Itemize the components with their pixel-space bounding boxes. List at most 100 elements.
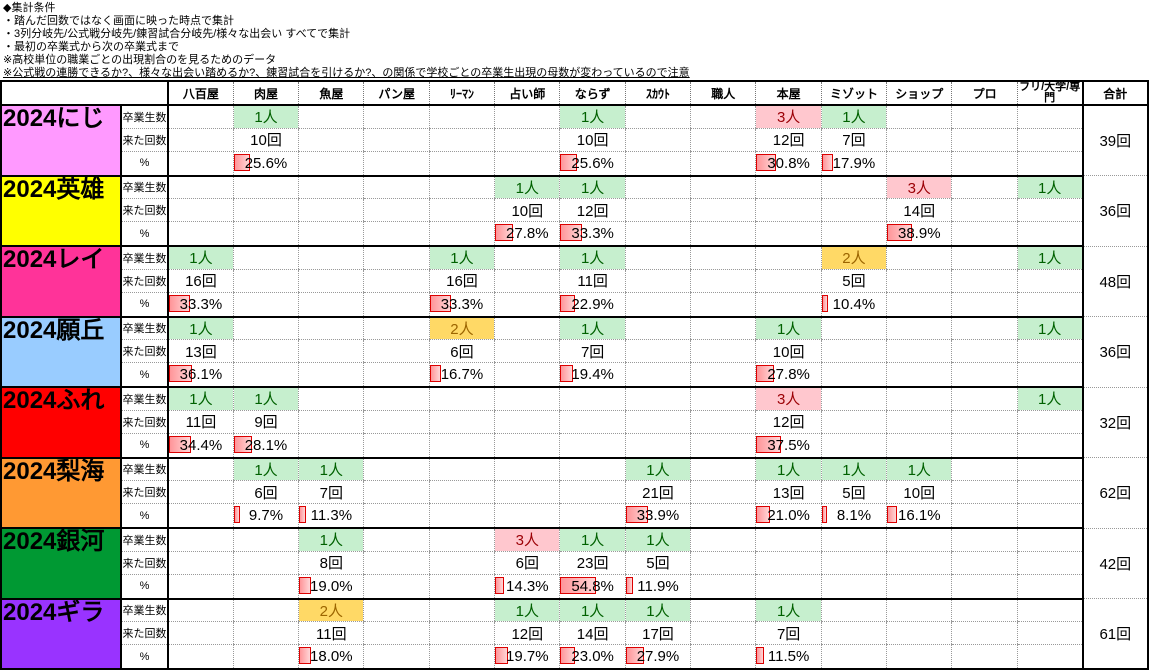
cell-graduates-g3-c3[interactable] <box>363 316 430 340</box>
cell-visits-g6-c4[interactable] <box>428 551 495 575</box>
cell-percent-g1-c5[interactable]: 27.8% <box>494 221 560 247</box>
cell-percent-g3-c6[interactable]: 19.4% <box>559 362 626 388</box>
cell-percent-g1-c1[interactable] <box>232 221 299 247</box>
cell-visits-g2-c10[interactable]: 5回 <box>820 269 887 293</box>
cell-graduates-g2-c4[interactable]: 1人 <box>428 246 495 270</box>
cell-visits-g5-c4[interactable] <box>428 480 495 504</box>
cell-visits-g6-c1[interactable] <box>232 551 299 575</box>
cell-percent-g7-c12[interactable] <box>951 644 1018 670</box>
row-label-graduates[interactable]: 卒業生数 <box>120 316 169 340</box>
cell-percent-g5-c7[interactable]: 33.9% <box>624 503 691 529</box>
cell-graduates-g0-c11[interactable] <box>886 105 952 129</box>
cell-percent-g0-c3[interactable] <box>363 151 430 177</box>
cell-percent-g6-c3[interactable] <box>363 574 430 600</box>
cell-percent-g7-c0[interactable] <box>167 644 234 670</box>
cell-graduates-g7-c12[interactable] <box>951 598 1018 622</box>
cell-visits-g3-c1[interactable] <box>232 339 299 363</box>
cell-graduates-g3-c10[interactable] <box>820 316 887 340</box>
cell-graduates-g6-c11[interactable] <box>886 528 952 552</box>
cell-visits-g7-c2[interactable]: 11回 <box>298 621 364 645</box>
cell-graduates-g7-c13[interactable] <box>1016 598 1083 622</box>
column-header-job-10[interactable]: ミゾット <box>820 81 887 106</box>
cell-visits-g2-c11[interactable] <box>886 269 952 293</box>
cell-graduates-g7-c3[interactable] <box>363 598 430 622</box>
cell-graduates-g3-c5[interactable] <box>494 316 560 340</box>
cell-visits-g0-c3[interactable] <box>363 128 430 152</box>
cell-percent-g4-c8[interactable] <box>690 433 756 459</box>
cell-graduates-g3-c11[interactable] <box>886 316 952 340</box>
cell-graduates-g4-c5[interactable] <box>494 387 560 411</box>
row-label-percent[interactable]: % <box>120 292 169 318</box>
cell-percent-g3-c1[interactable] <box>232 362 299 388</box>
row-label-percent[interactable]: % <box>120 503 169 529</box>
cell-graduates-g4-c0[interactable]: 1人 <box>167 387 234 411</box>
cell-graduates-g3-c1[interactable] <box>232 316 299 340</box>
cell-visits-g0-c2[interactable] <box>298 128 364 152</box>
cell-visits-g3-c8[interactable] <box>690 339 756 363</box>
total-cell-6[interactable]: 42回 <box>1081 528 1148 599</box>
cell-visits-g5-c8[interactable] <box>690 480 756 504</box>
cell-visits-g3-c13[interactable] <box>1016 339 1083 363</box>
cell-visits-g7-c6[interactable]: 14回 <box>559 621 626 645</box>
cell-graduates-g6-c12[interactable] <box>951 528 1018 552</box>
cell-graduates-g7-c7[interactable]: 1人 <box>624 598 691 622</box>
cell-visits-g1-c3[interactable] <box>363 198 430 222</box>
cell-graduates-g0-c13[interactable] <box>1016 105 1083 129</box>
cell-graduates-g1-c10[interactable] <box>820 175 887 199</box>
cell-percent-g6-c4[interactable] <box>428 574 495 600</box>
row-label-percent[interactable]: % <box>120 362 169 388</box>
cell-graduates-g1-c0[interactable] <box>167 175 234 199</box>
cell-percent-g7-c4[interactable] <box>428 644 495 670</box>
cell-visits-g7-c11[interactable] <box>886 621 952 645</box>
cell-graduates-g5-c3[interactable] <box>363 457 430 481</box>
cell-visits-g0-c13[interactable] <box>1016 128 1083 152</box>
cell-visits-g1-c8[interactable] <box>690 198 756 222</box>
cell-visits-g0-c5[interactable] <box>494 128 560 152</box>
group-label-4[interactable]: 2024ふれ <box>0 386 122 458</box>
cell-visits-g6-c12[interactable] <box>951 551 1018 575</box>
cell-percent-g0-c12[interactable] <box>951 151 1018 177</box>
cell-visits-g4-c12[interactable] <box>951 410 1018 434</box>
cell-percent-g3-c4[interactable]: 16.7% <box>428 362 495 388</box>
cell-percent-g0-c11[interactable] <box>886 151 952 177</box>
cell-percent-g2-c0[interactable]: 33.3% <box>167 292 234 318</box>
cell-visits-g7-c5[interactable]: 12回 <box>494 621 560 645</box>
cell-percent-g3-c10[interactable] <box>820 362 887 388</box>
cell-percent-g5-c6[interactable] <box>559 503 626 529</box>
cell-graduates-g4-c12[interactable] <box>951 387 1018 411</box>
cell-graduates-g5-c10[interactable]: 1人 <box>820 457 887 481</box>
cell-visits-g3-c7[interactable] <box>624 339 691 363</box>
cell-graduates-g2-c10[interactable]: 2人 <box>820 246 887 270</box>
cell-percent-g7-c9[interactable]: 11.5% <box>755 644 822 670</box>
cell-graduates-g4-c3[interactable] <box>363 387 430 411</box>
cell-graduates-g6-c0[interactable] <box>167 528 234 552</box>
cell-visits-g3-c12[interactable] <box>951 339 1018 363</box>
cell-visits-g6-c7[interactable]: 5回 <box>624 551 691 575</box>
cell-visits-g7-c9[interactable]: 7回 <box>755 621 822 645</box>
cell-percent-g4-c11[interactable] <box>886 433 952 459</box>
cell-visits-g2-c2[interactable] <box>298 269 364 293</box>
cell-visits-g5-c9[interactable]: 13回 <box>755 480 822 504</box>
row-label-visits[interactable]: 来た回数 <box>120 128 169 152</box>
cell-graduates-g4-c8[interactable] <box>690 387 756 411</box>
cell-percent-g2-c10[interactable]: 10.4% <box>820 292 887 318</box>
cell-visits-g2-c9[interactable] <box>755 269 822 293</box>
row-label-percent[interactable]: % <box>120 151 169 177</box>
row-label-visits[interactable]: 来た回数 <box>120 269 169 293</box>
cell-visits-g4-c8[interactable] <box>690 410 756 434</box>
cell-visits-g7-c13[interactable] <box>1016 621 1083 645</box>
cell-percent-g7-c13[interactable] <box>1016 644 1083 670</box>
column-header-job-6[interactable]: ならず <box>559 81 626 106</box>
cell-percent-g6-c6[interactable]: 54.8% <box>559 574 626 600</box>
cell-visits-g5-c10[interactable]: 5回 <box>820 480 887 504</box>
cell-visits-g5-c0[interactable] <box>167 480 234 504</box>
cell-visits-g6-c5[interactable]: 6回 <box>494 551 560 575</box>
cell-visits-g5-c6[interactable] <box>559 480 626 504</box>
column-header-job-13[interactable]: フリ/大学/専門 <box>1016 81 1083 106</box>
group-label-2[interactable]: 2024レイ <box>0 245 122 317</box>
cell-visits-g4-c4[interactable] <box>428 410 495 434</box>
cell-visits-g3-c11[interactable] <box>886 339 952 363</box>
cell-visits-g7-c12[interactable] <box>951 621 1018 645</box>
cell-visits-g2-c12[interactable] <box>951 269 1018 293</box>
row-label-visits[interactable]: 来た回数 <box>120 198 169 222</box>
